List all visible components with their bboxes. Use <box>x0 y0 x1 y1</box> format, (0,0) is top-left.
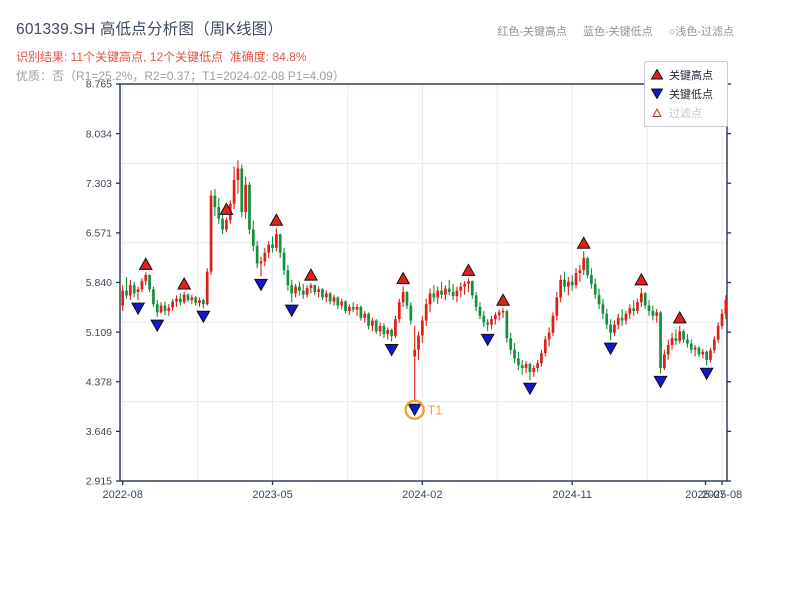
chart-legend: 关键高点 关键低点 过滤点 <box>644 61 728 127</box>
x-tick-label: 2024-02 <box>402 489 442 501</box>
y-tick-label: 5.840 <box>86 277 112 289</box>
y-tick-label: 3.646 <box>86 426 112 438</box>
recognition-result: 识别结果: 11个关键高点, 12个关键低点 准确度: 84.8% <box>16 50 307 64</box>
legend-item-key-high: 关键高点 <box>651 65 721 84</box>
y-tick-label: 6.571 <box>86 228 112 240</box>
color-key-filtered: ○浅色-过滤点 <box>668 26 734 38</box>
y-tick-label: 5.109 <box>86 327 112 339</box>
y-tick-label: 7.303 <box>86 178 112 190</box>
candles-layer <box>121 160 728 402</box>
t1-circle-icon <box>404 399 425 420</box>
x-tick-label: 2025-07 <box>685 489 725 501</box>
y-axis: 8.765 8.034 7.303 6.571 5.840 5.109 4.378 3.646… <box>86 79 731 488</box>
legend-label: 过滤点 <box>669 107 702 120</box>
page-title: 601339.SH 高低点分析图（周K线图） <box>16 21 284 38</box>
x-axis: 2022-08 2023-05 2024-02 2024-11 2025-072025-… <box>103 481 742 501</box>
hollow-triangle-icon <box>652 107 662 117</box>
key-high-markers <box>138 202 687 324</box>
red-up-triangle-icon <box>651 69 663 80</box>
color-key-caption: 红色-关键高点 蓝色-关键低点 ○浅色-过滤点 <box>497 23 734 39</box>
x-tick-label: 2023-05 <box>252 489 292 501</box>
x-tick-label: 2025-08 <box>702 489 742 501</box>
color-key-high: 红色-关键高点 <box>497 26 568 38</box>
x-tick-label: 2022-08 <box>103 489 143 501</box>
quality-line: 优质：否（R1=25.2%，R2=0.37；T1=2024-02-08 P1=4… <box>16 69 345 83</box>
t1-label: T1 <box>428 403 443 417</box>
legend-label: 关键高点 <box>669 69 713 82</box>
legend-item-key-low: 关键低点 <box>651 84 721 103</box>
blue-down-triangle-icon <box>651 88 663 99</box>
y-tick-label: 8.765 <box>86 79 112 91</box>
legend-label: 关键低点 <box>669 88 713 101</box>
y-tick-label: 2.915 <box>86 476 112 488</box>
key-low-markers <box>131 278 714 417</box>
t1-annotation: T1 <box>404 399 443 420</box>
color-key-low: 蓝色-关键低点 <box>583 26 653 38</box>
x-tick-label: 2024-11 <box>552 489 592 501</box>
y-tick-label: 4.378 <box>86 376 112 388</box>
legend-item-filtered: 过滤点 <box>651 103 721 122</box>
y-tick-label: 8.034 <box>86 128 112 140</box>
